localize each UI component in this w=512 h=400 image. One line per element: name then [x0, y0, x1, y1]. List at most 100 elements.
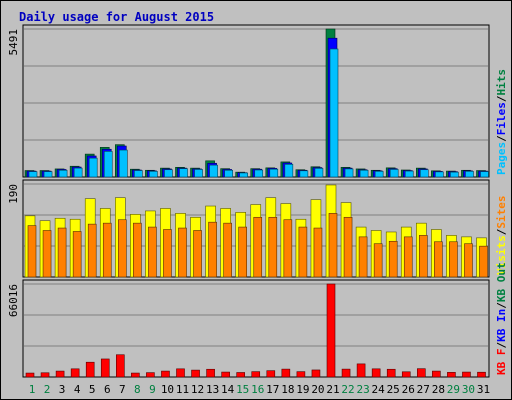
bar-pages	[419, 169, 429, 178]
bar-kb-f	[70, 368, 80, 378]
bar-sites	[268, 216, 278, 278]
bar-kb-f	[176, 368, 185, 378]
legend-item: /	[495, 135, 508, 142]
bar-pages	[149, 171, 158, 178]
x-tick-label: 1	[29, 383, 36, 396]
bar-pages	[404, 170, 414, 178]
bar-pages	[374, 171, 384, 178]
bar-sites	[434, 241, 443, 278]
bar-kb-f	[386, 368, 396, 378]
bar-sites	[178, 227, 187, 278]
legend-item: Files	[495, 102, 508, 135]
legend-item: KB Out	[495, 262, 508, 302]
legend-item: Hits	[495, 69, 508, 96]
x-tick-label: 25	[387, 383, 400, 396]
x-tick-label: 12	[191, 383, 204, 396]
bar-pages	[254, 169, 264, 178]
bar-kb-f	[341, 368, 351, 378]
bar-sites	[87, 223, 97, 278]
bar-sites	[238, 226, 247, 278]
bar-pages	[164, 169, 173, 178]
x-tick-label: 29	[447, 383, 460, 396]
legend-item: /	[495, 302, 508, 309]
bar-sites	[313, 227, 323, 278]
x-tick-label: 8	[134, 383, 141, 396]
bar-sites	[102, 222, 112, 278]
bar-pages	[344, 168, 354, 178]
legend-visits-sites: Visits/Sites	[495, 196, 508, 276]
bar-sites	[57, 227, 67, 278]
bar-pages	[299, 170, 309, 178]
bar-sites	[253, 216, 263, 278]
bar-kb-f	[131, 372, 140, 378]
bar-pages	[73, 167, 83, 178]
bar-pages	[480, 171, 489, 178]
x-tick-label: 20	[311, 383, 324, 396]
bar-pages	[28, 171, 38, 178]
legend-item: Sites	[495, 196, 508, 229]
x-tick-label: 9	[149, 383, 156, 396]
bar-kb-f	[25, 372, 35, 378]
bar-pages	[103, 151, 113, 178]
x-tick-label: 11	[176, 383, 189, 396]
bar-pages	[389, 169, 399, 178]
bar-pages	[58, 169, 68, 178]
y-max-label: 190	[7, 184, 20, 204]
x-tick-label: 24	[372, 383, 386, 396]
chart-title: Daily usage for August 2015	[19, 10, 215, 24]
x-tick-label: 30	[462, 383, 475, 396]
bar-kb-f	[40, 372, 50, 378]
bar-sites	[223, 222, 232, 278]
bar-kb-f	[206, 368, 215, 378]
x-tick-label: 31	[477, 383, 490, 396]
bar-sites	[418, 235, 428, 278]
bar-kb-f	[191, 369, 200, 378]
bar-kb-f	[477, 371, 486, 378]
bar-sites	[449, 241, 458, 278]
x-tick-label: 22	[341, 383, 354, 396]
bar-kb-f	[221, 371, 230, 378]
bar-kb-f	[356, 363, 366, 378]
legend-item: /	[495, 95, 508, 102]
bar-kb-f	[447, 372, 456, 378]
legend-hits-files-pages: Pages/Files/Hits	[495, 69, 508, 175]
x-tick-label: 26	[402, 383, 415, 396]
bar-pages	[209, 164, 218, 178]
x-tick-label: 3	[59, 383, 66, 396]
bar-pages	[239, 172, 248, 178]
bar-sites	[208, 221, 217, 278]
x-tick-label: 15	[236, 383, 249, 396]
bar-kb-f	[326, 283, 336, 378]
bar-kb-f	[311, 369, 321, 378]
bar-kb-f	[416, 368, 426, 378]
bar-sites	[479, 245, 488, 278]
bar-sites	[328, 213, 338, 278]
bar-kb-f	[100, 358, 110, 378]
legend-item: KB F	[495, 349, 508, 376]
bar-pages	[179, 168, 188, 178]
bar-kb-f	[146, 372, 155, 378]
bar-pages	[224, 169, 233, 178]
x-tick-label: 16	[251, 383, 264, 396]
bar-pages	[314, 168, 324, 178]
bar-pages	[43, 171, 53, 178]
bar-pages	[359, 169, 369, 178]
y-max-label: 66016	[7, 284, 20, 317]
bar-pages	[329, 48, 339, 178]
bar-pages	[119, 149, 128, 178]
bar-kb-f	[85, 361, 95, 378]
bar-kb-f	[116, 354, 125, 378]
bar-kb-f	[432, 370, 441, 378]
bar-pages	[88, 157, 98, 178]
bar-sites	[464, 243, 473, 278]
bar-sites	[72, 231, 82, 278]
bar-sites	[42, 230, 52, 278]
bar-kb-f	[236, 372, 245, 378]
x-tick-label: 28	[432, 383, 445, 396]
x-tick-label: 23	[356, 383, 369, 396]
x-tick-label: 2	[44, 383, 51, 396]
legend-item: /	[495, 228, 508, 235]
bar-sites	[283, 219, 293, 278]
bar-sites	[388, 240, 398, 278]
